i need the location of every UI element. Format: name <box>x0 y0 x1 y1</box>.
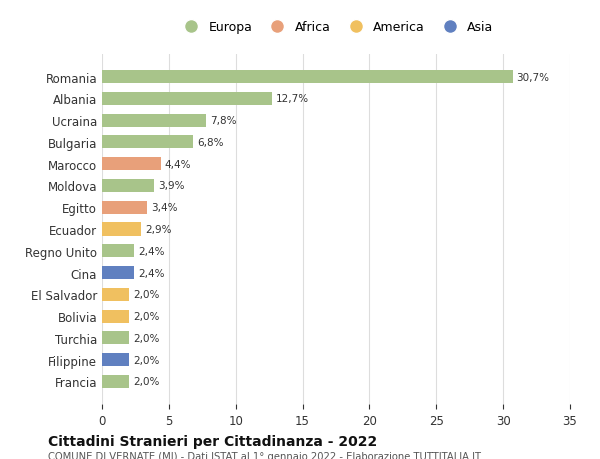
Bar <box>102 375 129 388</box>
Bar <box>102 245 134 258</box>
Bar <box>102 158 161 171</box>
Bar <box>102 353 129 366</box>
Text: Cittadini Stranieri per Cittadinanza - 2022: Cittadini Stranieri per Cittadinanza - 2… <box>48 434 377 448</box>
Text: COMUNE DI VERNATE (MI) - Dati ISTAT al 1° gennaio 2022 - Elaborazione TUTTITALIA: COMUNE DI VERNATE (MI) - Dati ISTAT al 1… <box>48 451 481 459</box>
Text: 2,0%: 2,0% <box>133 376 159 386</box>
Bar <box>102 201 148 214</box>
Text: 2,0%: 2,0% <box>133 333 159 343</box>
Bar <box>102 93 272 106</box>
Bar <box>102 114 206 128</box>
Bar <box>102 310 129 323</box>
Bar <box>102 179 154 193</box>
Legend: Europa, Africa, America, Asia: Europa, Africa, America, Asia <box>173 16 499 39</box>
Bar <box>102 71 512 84</box>
Text: 2,9%: 2,9% <box>145 224 171 235</box>
Text: 3,4%: 3,4% <box>151 203 178 213</box>
Text: 12,7%: 12,7% <box>276 94 309 104</box>
Text: 2,0%: 2,0% <box>133 355 159 365</box>
Text: 2,4%: 2,4% <box>138 268 164 278</box>
Text: 2,4%: 2,4% <box>138 246 164 256</box>
Text: 3,9%: 3,9% <box>158 181 185 191</box>
Text: 2,0%: 2,0% <box>133 290 159 300</box>
Bar <box>102 266 134 280</box>
Text: 4,4%: 4,4% <box>165 159 191 169</box>
Bar <box>102 331 129 345</box>
Text: 6,8%: 6,8% <box>197 138 223 148</box>
Bar <box>102 288 129 301</box>
Bar <box>102 223 141 236</box>
Text: 7,8%: 7,8% <box>211 116 237 126</box>
Bar <box>102 136 193 149</box>
Text: 30,7%: 30,7% <box>517 73 550 83</box>
Text: 2,0%: 2,0% <box>133 311 159 321</box>
